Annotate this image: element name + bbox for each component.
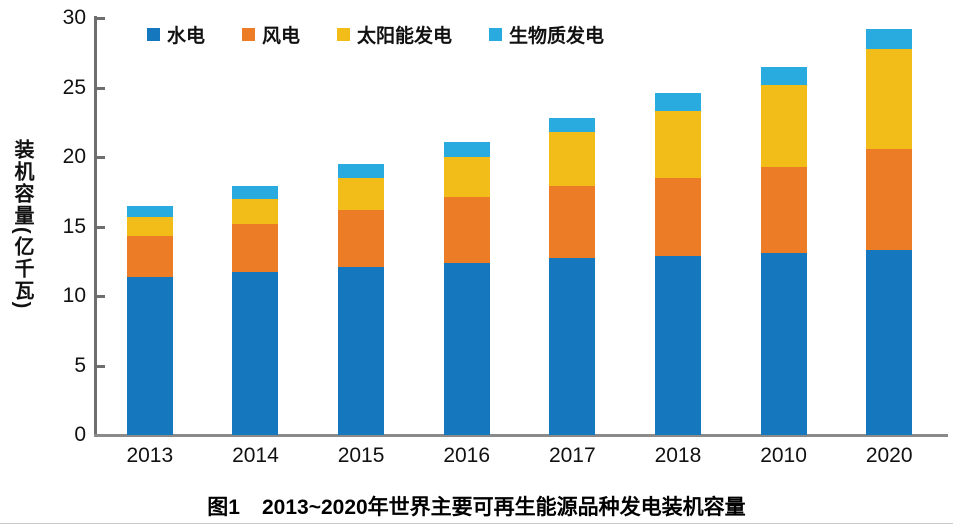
bar-segment-太阳能发电	[338, 177, 385, 210]
bar-segment-生物质发电	[338, 163, 385, 178]
bar-segment-风电	[443, 197, 490, 263]
legend-item: 生物质发电	[489, 21, 604, 48]
bar-segment-风电	[338, 209, 385, 267]
y-tick-label: 25	[62, 75, 86, 99]
y-tick-label: 5	[74, 353, 86, 377]
bar-segment-水电	[866, 250, 913, 435]
x-tick-label-2013: 2013	[126, 444, 174, 467]
bar-segment-风电	[549, 186, 596, 259]
bar-segment-生物质发电	[654, 93, 701, 112]
x-tick-label-2018: 2018	[654, 444, 702, 467]
figure-caption-prefix: 图1	[207, 496, 240, 519]
x-tick-label-2017: 2017	[548, 444, 596, 467]
bar-segment-生物质发电	[549, 118, 596, 132]
bar-segment-风电	[760, 166, 807, 253]
y-tick	[97, 295, 105, 298]
x-axis-line	[94, 434, 948, 437]
x-tick-label-2020: 2020	[865, 444, 913, 467]
legend-item: 水电	[147, 21, 205, 48]
bar-segment-水电	[232, 272, 279, 435]
y-tick	[97, 17, 105, 20]
legend-marker-风电	[242, 28, 256, 41]
y-tick-label: 10	[62, 284, 86, 307]
bar-segment-水电	[126, 276, 173, 435]
y-axis-title: 装机容量(亿千瓦)	[11, 139, 33, 311]
x-tick-label-2016: 2016	[443, 444, 491, 467]
bar-segment-风电	[232, 223, 279, 273]
legend: 水电 风电 太阳能发电 生物质发电	[147, 21, 604, 48]
legend-label: 生物质发电	[509, 26, 605, 47]
bar-segment-风电	[126, 236, 173, 277]
bar-segment-水电	[549, 258, 596, 435]
plot-area	[97, 17, 942, 435]
y-tick	[97, 86, 105, 90]
y-tick	[97, 225, 105, 229]
y-tick-label: 15	[62, 214, 86, 238]
bar-segment-风电	[654, 177, 701, 256]
bar-segment-太阳能发电	[760, 84, 807, 167]
legend-label: 太阳能发电	[357, 26, 453, 47]
bar-segment-太阳能发电	[126, 216, 173, 237]
bar-segment-生物质发电	[760, 66, 807, 85]
legend-item: 风电	[242, 21, 300, 48]
x-tick-label-2014: 2014	[232, 444, 279, 467]
y-tick-label: 30	[62, 6, 86, 29]
legend-label: 水电	[167, 26, 206, 47]
bar-segment-水电	[338, 266, 385, 435]
y-tick	[97, 364, 105, 368]
bar-segment-水电	[443, 262, 490, 435]
y-tick-label: 0	[74, 423, 86, 446]
figure-caption: 图1 2013~2020年世界主要可再生能源品种发电装机容量	[0, 491, 953, 521]
bar-segment-太阳能发电	[549, 132, 596, 187]
x-tick-label-2010: 2010	[760, 444, 807, 467]
bar-segment-水电	[760, 252, 807, 435]
y-tick	[97, 156, 105, 159]
figure-caption-text: 2013~2020年世界主要可再生能源品种发电装机容量	[261, 496, 746, 519]
y-axis-line	[94, 16, 97, 437]
bar-segment-生物质发电	[232, 186, 279, 199]
legend-marker-太阳能发电	[337, 28, 351, 41]
bar-segment-生物质发电	[126, 205, 173, 217]
legend-label: 风电	[262, 26, 301, 47]
y-tick-label: 20	[62, 145, 86, 168]
bar-segment-风电	[866, 148, 913, 251]
bar-segment-水电	[654, 255, 701, 435]
bar-segment-生物质发电	[866, 29, 913, 49]
bar-segment-太阳能发电	[232, 198, 279, 224]
bar-segment-太阳能发电	[443, 157, 490, 198]
bar-segment-生物质发电	[443, 141, 490, 157]
legend-marker-水电	[147, 28, 160, 41]
legend-item: 太阳能发电	[337, 21, 452, 48]
bar-segment-太阳能发电	[866, 48, 913, 149]
x-tick-label-2015: 2015	[337, 444, 385, 467]
legend-marker-生物质发电	[489, 28, 503, 41]
bar-segment-太阳能发电	[654, 111, 701, 178]
